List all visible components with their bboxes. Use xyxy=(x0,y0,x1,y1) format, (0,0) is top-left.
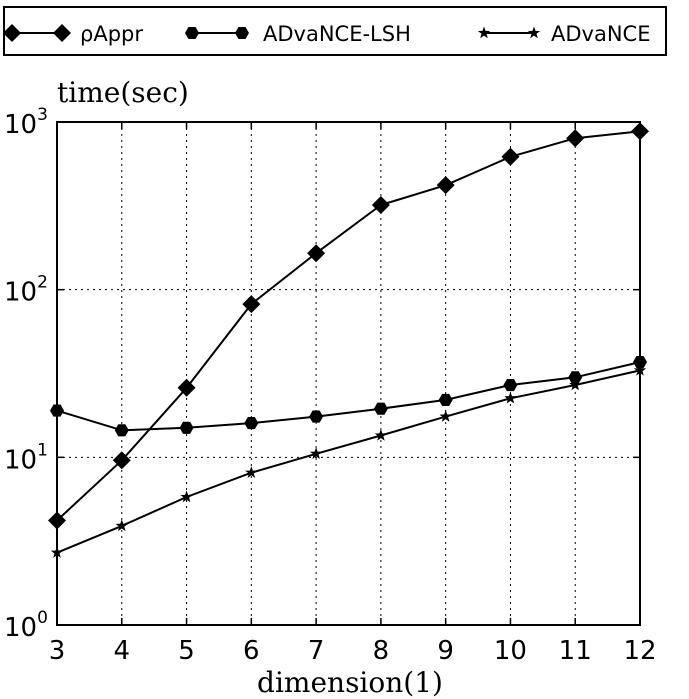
data-point xyxy=(566,129,585,148)
series-diamond xyxy=(48,122,649,530)
legend-marker xyxy=(235,26,249,40)
x-tick-label: 3 xyxy=(49,636,66,666)
y-tick-label: 103 xyxy=(4,105,48,140)
data-point xyxy=(501,147,520,166)
x-axis-label: dimension(1) xyxy=(257,666,443,699)
legend-label: ADvaNCE xyxy=(551,22,650,46)
series-layer xyxy=(48,122,649,558)
x-tick-label: 11 xyxy=(559,636,592,666)
data-point xyxy=(504,391,517,404)
data-point xyxy=(245,466,258,478)
data-point xyxy=(374,428,388,441)
data-point xyxy=(50,546,64,558)
legend-entry: ADvaNCE-LSH xyxy=(185,22,411,46)
data-point xyxy=(114,424,129,437)
data-point xyxy=(439,410,452,422)
legend-marker xyxy=(477,26,491,39)
legend-marker xyxy=(527,26,541,39)
data-point xyxy=(179,421,194,434)
data-point xyxy=(309,410,324,423)
data-point xyxy=(244,417,259,430)
data-point xyxy=(307,244,326,263)
data-point xyxy=(48,511,66,530)
x-tick-label: 9 xyxy=(437,636,454,666)
data-point xyxy=(569,378,582,391)
data-point xyxy=(309,447,323,460)
data-point xyxy=(631,122,649,141)
series-line xyxy=(56,369,641,554)
series-line xyxy=(56,361,641,432)
legend-entry: ADvaNCE xyxy=(477,22,650,46)
data-point xyxy=(568,371,583,384)
series-line xyxy=(56,130,641,522)
data-point xyxy=(436,176,455,195)
plot-frame xyxy=(56,121,641,626)
data-point xyxy=(633,356,647,369)
data-point xyxy=(50,404,64,417)
legend-marker xyxy=(185,26,199,40)
legend-box xyxy=(3,6,667,56)
legend: ρAppr ADvaNCE-LSH ADvaNCE xyxy=(3,6,667,56)
legend-label: ρAppr xyxy=(80,22,143,46)
data-point xyxy=(115,519,128,532)
x-tick-label: 12 xyxy=(623,636,656,666)
x-tick-label: 10 xyxy=(494,636,527,666)
x-tick-label: 8 xyxy=(373,636,390,666)
series-star xyxy=(50,363,647,558)
data-point xyxy=(438,393,453,406)
y-axis-label: time(sec) xyxy=(57,76,189,109)
x-tick-label: 5 xyxy=(178,636,195,666)
legend-label: ADvaNCE-LSH xyxy=(263,22,411,46)
ticks: 3 4 5 6 7 8 9 10 11 12 100 101 102 103 xyxy=(4,105,657,666)
legend-marker xyxy=(53,24,71,42)
series-hexagon xyxy=(50,356,647,437)
data-point xyxy=(373,402,388,415)
legend-entry: ρAppr xyxy=(3,22,143,46)
grid xyxy=(57,122,640,625)
y-tick-label: 100 xyxy=(4,608,48,643)
x-tick-label: 4 xyxy=(114,636,131,666)
y-tick-label: 101 xyxy=(4,440,48,475)
data-point xyxy=(242,295,261,314)
data-point xyxy=(177,378,196,397)
data-point xyxy=(371,195,390,214)
data-point xyxy=(633,363,647,376)
legend-marker xyxy=(3,24,21,42)
data-point xyxy=(112,451,131,470)
x-tick-label: 7 xyxy=(308,636,325,666)
y-tick-label: 102 xyxy=(4,273,48,308)
data-point xyxy=(180,490,193,503)
x-tick-label: 6 xyxy=(243,636,260,666)
data-point xyxy=(503,378,518,392)
